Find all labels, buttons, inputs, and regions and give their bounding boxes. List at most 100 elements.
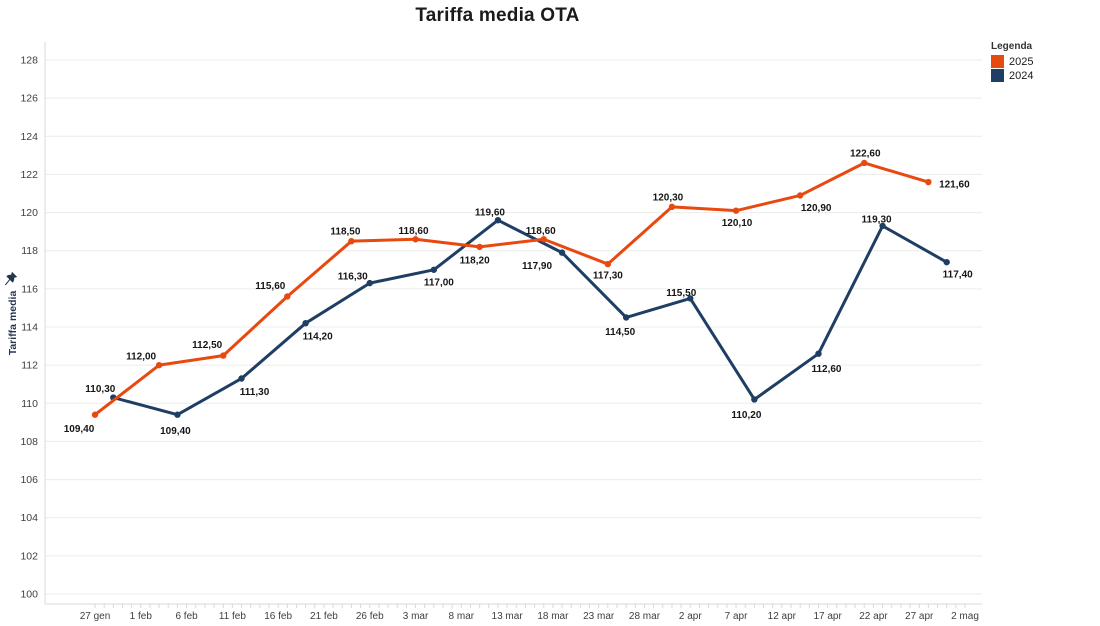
x-tick-label: 27 apr bbox=[905, 611, 934, 622]
y-tick-label: 116 bbox=[21, 283, 38, 295]
data-point-label: 112,60 bbox=[811, 364, 841, 375]
x-tick-label: 23 mar bbox=[583, 611, 615, 622]
data-point[interactable] bbox=[220, 352, 227, 359]
legend-item-2025[interactable]: 2025 bbox=[991, 55, 1033, 68]
y-axis-title: Tariffa media bbox=[7, 290, 19, 356]
x-tick-label: 13 mar bbox=[492, 611, 524, 622]
data-point-label: 117,90 bbox=[522, 261, 552, 272]
y-tick-label: 108 bbox=[20, 436, 38, 448]
data-point-label: 118,50 bbox=[330, 227, 360, 238]
series-line-2024[interactable] bbox=[111, 218, 949, 417]
x-tick-label: 22 apr bbox=[859, 611, 888, 622]
data-point[interactable] bbox=[348, 237, 355, 245]
data-point[interactable] bbox=[668, 203, 676, 211]
chart-title: Tariffa media OTA bbox=[415, 5, 580, 26]
x-tick-label: 27 gen bbox=[80, 611, 111, 622]
x-tick-label: 16 feb bbox=[264, 611, 292, 622]
data-point[interactable] bbox=[751, 396, 758, 403]
data-point[interactable] bbox=[540, 236, 547, 243]
data-point-label: 109,40 bbox=[64, 424, 95, 435]
data-point-label: 110,20 bbox=[731, 410, 761, 421]
x-tick-label: 17 apr bbox=[813, 611, 842, 622]
data-point[interactable] bbox=[476, 243, 483, 251]
data-point-label: 122,60 bbox=[850, 148, 881, 159]
y-tick-label: 126 bbox=[20, 93, 38, 105]
legend-swatch-2024 bbox=[991, 69, 1004, 82]
data-point[interactable] bbox=[796, 192, 804, 199]
y-tick-label: 112 bbox=[21, 360, 38, 372]
data-point[interactable] bbox=[155, 361, 163, 369]
data-point[interactable] bbox=[925, 178, 932, 186]
data-point[interactable] bbox=[604, 260, 612, 268]
data-point-label: 118,20 bbox=[460, 255, 490, 266]
y-tick-label: 118 bbox=[21, 245, 38, 257]
data-point[interactable] bbox=[815, 350, 822, 357]
y-tick-label: 110 bbox=[21, 398, 38, 410]
data-point-label: 120,30 bbox=[653, 192, 684, 203]
x-tick-label: 12 apr bbox=[768, 611, 797, 622]
legend-item-2024[interactable]: 2024 bbox=[991, 69, 1033, 82]
data-point[interactable] bbox=[879, 222, 886, 230]
data-point-label: 117,00 bbox=[424, 277, 454, 288]
data-point-label: 109,40 bbox=[160, 426, 191, 437]
legend: Legenda 2025 2024 bbox=[991, 41, 1033, 83]
data-point[interactable] bbox=[558, 249, 566, 256]
data-point-label: 114,50 bbox=[605, 327, 635, 338]
x-tick-label: 26 feb bbox=[356, 611, 384, 622]
x-tick-label: 8 mar bbox=[449, 611, 475, 622]
data-point-label: 116,30 bbox=[338, 272, 368, 283]
legend-label: 2024 bbox=[1009, 69, 1034, 82]
data-point[interactable] bbox=[366, 279, 373, 287]
data-point[interactable] bbox=[943, 258, 950, 266]
x-tick-label: 1 feb bbox=[130, 611, 153, 622]
series-line-2025[interactable] bbox=[93, 161, 930, 417]
data-point-label: 111,30 bbox=[240, 387, 270, 398]
data-point[interactable] bbox=[430, 266, 438, 273]
data-point[interactable] bbox=[687, 295, 694, 302]
series-group: 110,30 109,40 111,30 114,20 116,30 117,00 119,… bbox=[64, 148, 973, 437]
axis-pin-icon[interactable] bbox=[4, 271, 18, 287]
data-point-label: 119,60 bbox=[475, 208, 505, 219]
x-tick-label: 2 apr bbox=[679, 611, 702, 622]
y-tick-label: 106 bbox=[20, 474, 38, 486]
x-tick-label: 2 mag bbox=[951, 611, 979, 622]
data-point[interactable] bbox=[494, 217, 502, 224]
y-tick-label: 122 bbox=[20, 169, 38, 181]
legend-title: Legenda bbox=[991, 41, 1033, 52]
data-point-label: 117,40 bbox=[943, 270, 973, 281]
data-point[interactable] bbox=[284, 293, 291, 300]
data-point[interactable] bbox=[412, 236, 419, 243]
data-point-label: 114,20 bbox=[303, 332, 333, 343]
data-point-label: 117,30 bbox=[593, 271, 623, 282]
legend-swatch-2025 bbox=[991, 55, 1004, 68]
series-2025: 109,40 112,00 112,50 115,60 118,50 118,60 118,… bbox=[64, 148, 970, 435]
data-point[interactable] bbox=[622, 314, 630, 321]
data-point[interactable] bbox=[238, 375, 245, 382]
y-tick-label: 128 bbox=[20, 55, 38, 67]
gridlines bbox=[45, 59, 982, 595]
y-tick-label: 114 bbox=[21, 322, 38, 334]
data-point-label: 118,60 bbox=[399, 226, 429, 237]
data-point[interactable] bbox=[732, 207, 740, 214]
x-tick-label: 6 feb bbox=[175, 611, 198, 622]
data-point-label: 121,60 bbox=[939, 180, 970, 191]
data-point-label: 120,90 bbox=[801, 203, 832, 214]
y-tick-label: 124 bbox=[20, 131, 38, 143]
data-point-label: 115,60 bbox=[255, 281, 285, 292]
data-point-label: 112,00 bbox=[126, 352, 156, 363]
series-2024: 110,30 109,40 111,30 114,20 116,30 117,00 119,… bbox=[85, 208, 973, 438]
y-tick-label: 100 bbox=[20, 589, 38, 601]
data-point[interactable] bbox=[302, 319, 309, 327]
data-point[interactable] bbox=[861, 159, 868, 167]
data-point[interactable] bbox=[174, 411, 181, 418]
data-point-label: 112,50 bbox=[192, 340, 222, 351]
data-point-label: 110,30 bbox=[85, 384, 115, 395]
x-tick-label: 7 apr bbox=[725, 611, 748, 622]
axes: 100 102 104 106 108 110 112 114 116 118 120 122 124 1… bbox=[20, 42, 982, 622]
data-point[interactable] bbox=[91, 411, 99, 418]
data-point-label: 115,50 bbox=[666, 288, 696, 299]
data-point-label: 119,30 bbox=[862, 214, 892, 225]
legend-label: 2025 bbox=[1009, 55, 1034, 68]
